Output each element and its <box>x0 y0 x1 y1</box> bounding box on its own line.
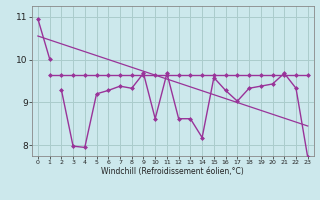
X-axis label: Windchill (Refroidissement éolien,°C): Windchill (Refroidissement éolien,°C) <box>101 167 244 176</box>
